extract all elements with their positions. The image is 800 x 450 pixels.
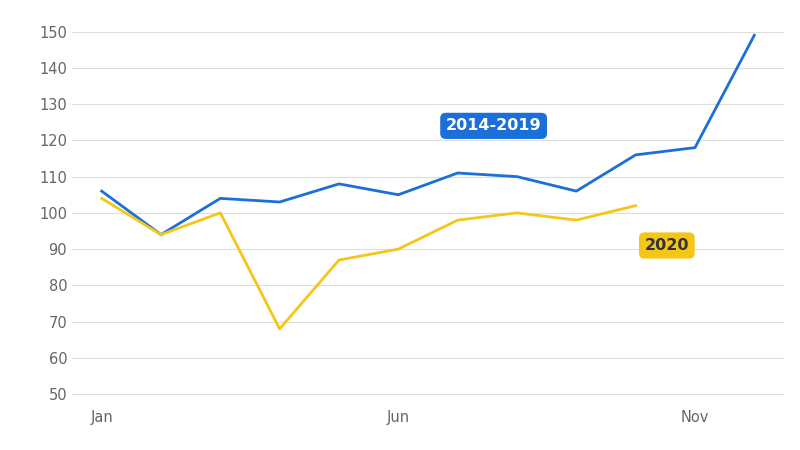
Text: 2014-2019: 2014-2019 <box>446 118 542 133</box>
Text: 2020: 2020 <box>645 238 689 253</box>
